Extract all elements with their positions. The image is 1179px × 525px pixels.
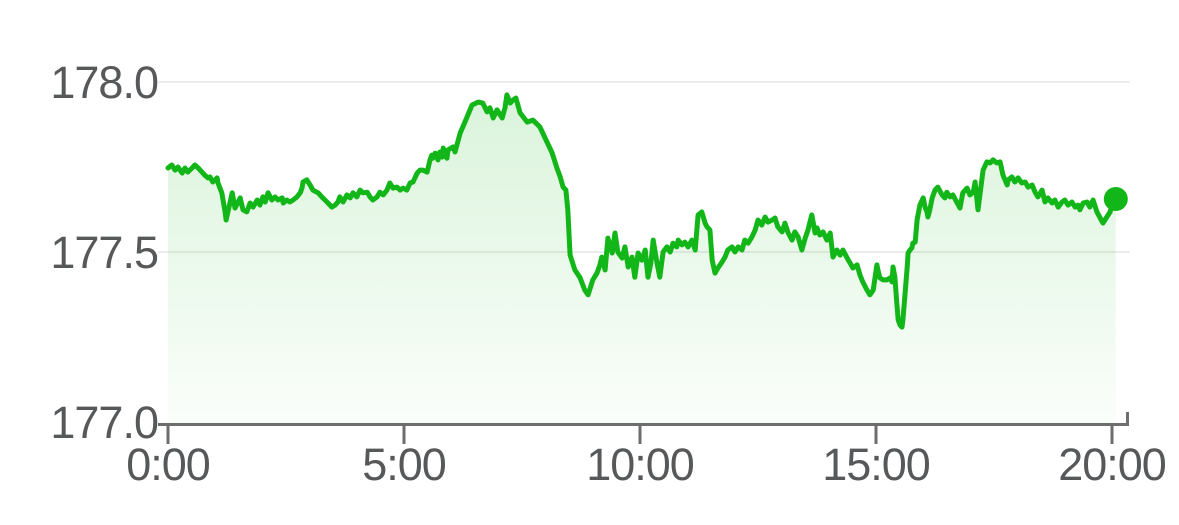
x-tick-label-15:00: 15:00 <box>822 439 930 490</box>
y-tick-label-177.0: 177.0 <box>50 397 158 448</box>
x-tick-label-10:00: 10:00 <box>586 439 694 490</box>
x-tick-label-20:00: 20:00 <box>1058 439 1166 490</box>
area-fill <box>168 94 1116 424</box>
y-tick-label-178.0: 178.0 <box>50 57 158 108</box>
x-tick-label-0:00: 0:00 <box>126 439 210 490</box>
current-price-dot <box>1103 187 1128 211</box>
x-tick-label-5:00: 5:00 <box>362 439 446 490</box>
price-line <box>165 92 1119 330</box>
y-tick-label-177.5: 177.5 <box>50 227 158 278</box>
